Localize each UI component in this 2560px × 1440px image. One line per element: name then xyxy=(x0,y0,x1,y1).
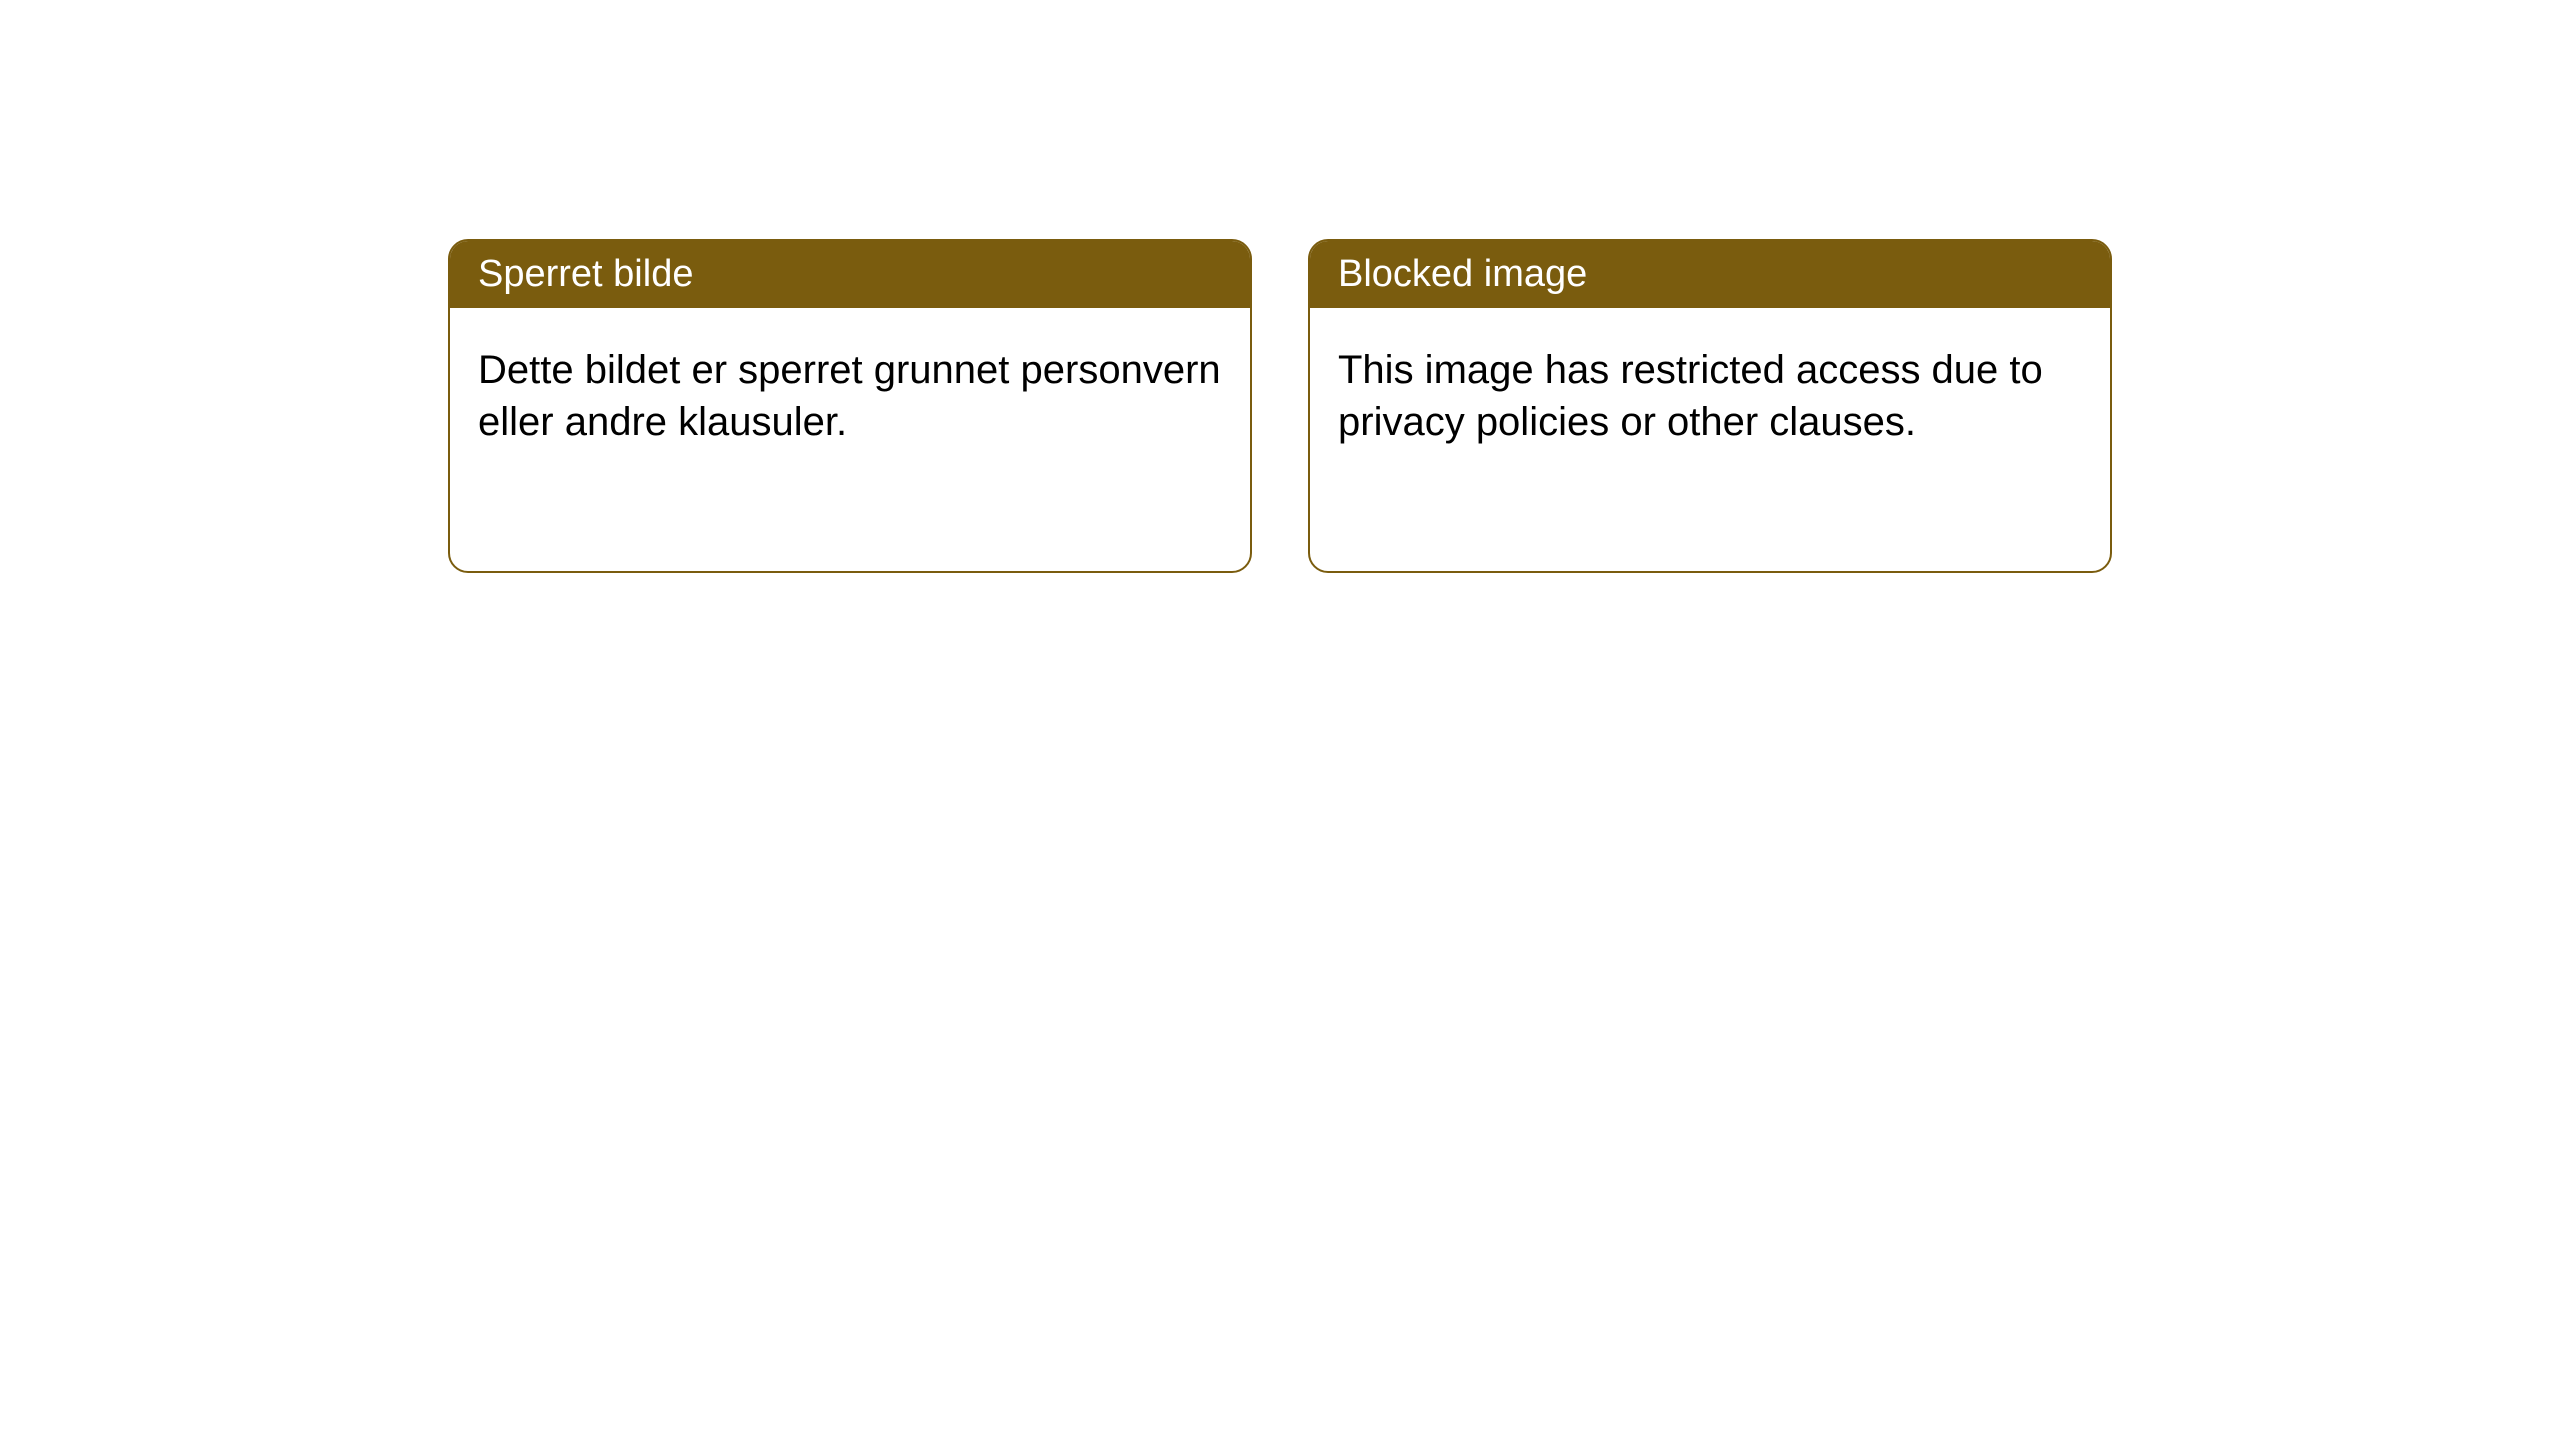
card-header: Blocked image xyxy=(1310,241,2110,308)
blocked-image-card-en: Blocked image This image has restricted … xyxy=(1308,239,2112,573)
notice-container: Sperret bilde Dette bildet er sperret gr… xyxy=(0,0,2560,573)
card-body: This image has restricted access due to … xyxy=(1310,308,2110,484)
card-body-text: This image has restricted access due to … xyxy=(1338,348,2043,444)
card-header: Sperret bilde xyxy=(450,241,1250,308)
card-body-text: Dette bildet er sperret grunnet personve… xyxy=(478,348,1221,444)
card-body: Dette bildet er sperret grunnet personve… xyxy=(450,308,1250,484)
blocked-image-card-no: Sperret bilde Dette bildet er sperret gr… xyxy=(448,239,1252,573)
card-title: Blocked image xyxy=(1338,253,1587,295)
card-title: Sperret bilde xyxy=(478,253,693,295)
